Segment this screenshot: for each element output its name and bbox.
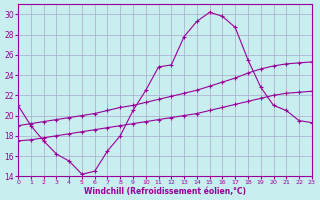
X-axis label: Windchill (Refroidissement éolien,°C): Windchill (Refroidissement éolien,°C) bbox=[84, 187, 246, 196]
